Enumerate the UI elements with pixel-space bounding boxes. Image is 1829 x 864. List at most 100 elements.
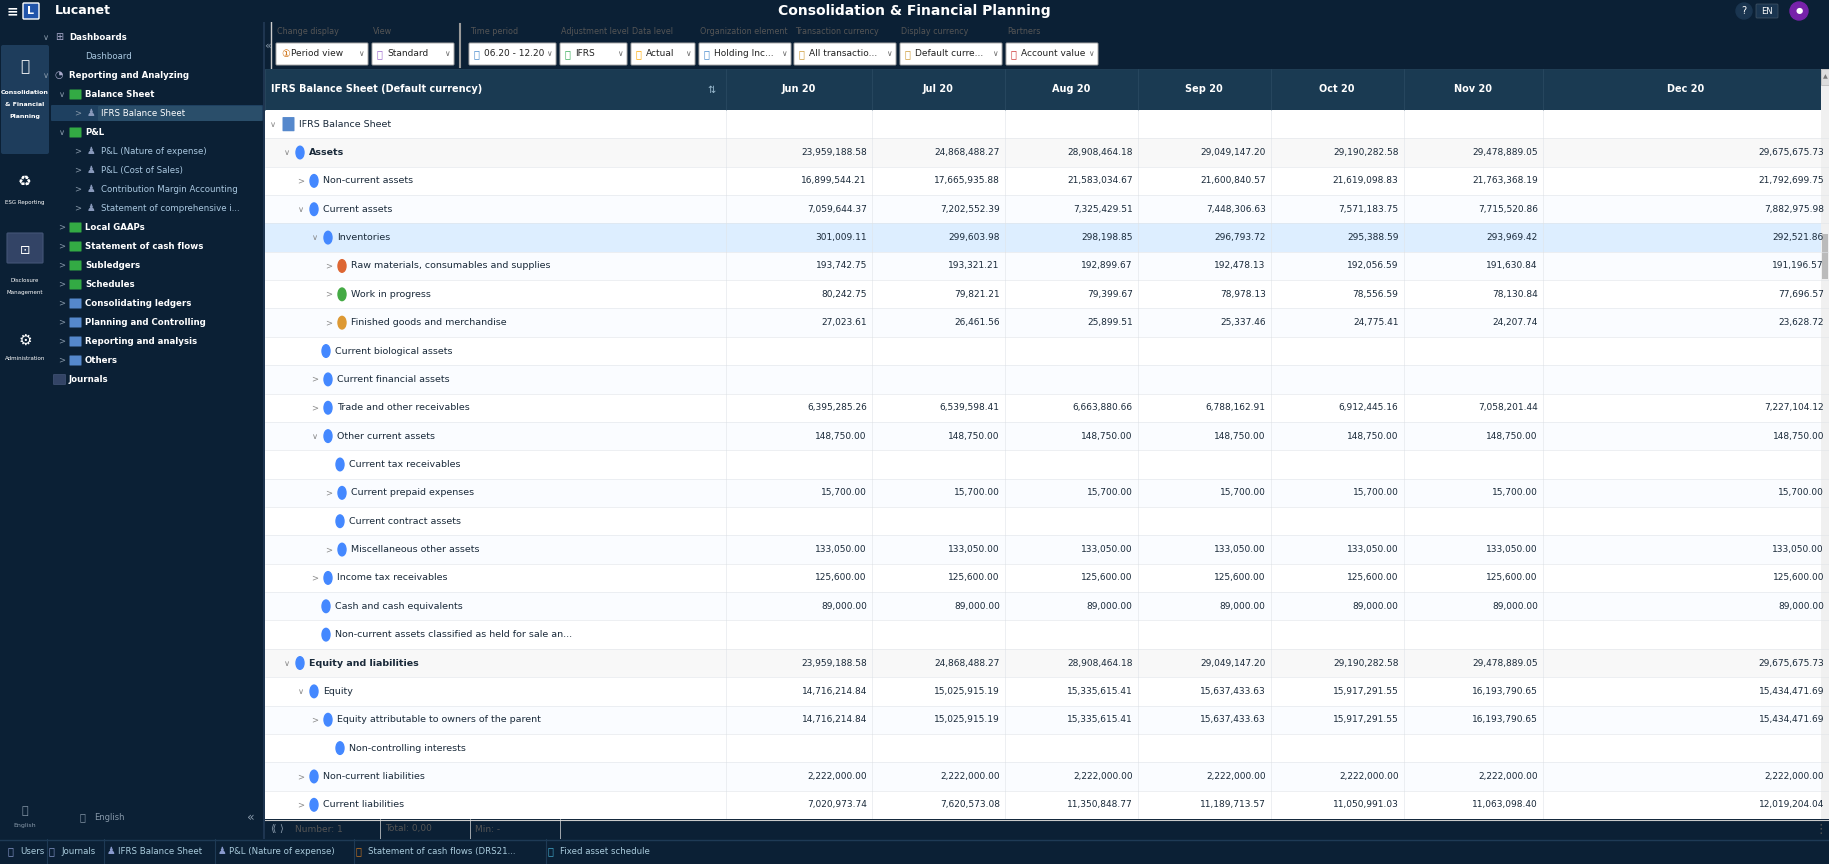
Text: EN: EN <box>1761 7 1772 16</box>
Text: 148,750.00: 148,750.00 <box>1487 432 1538 441</box>
Text: Data level: Data level <box>633 28 673 36</box>
Text: 292,521.86: 292,521.86 <box>1772 233 1824 242</box>
FancyBboxPatch shape <box>70 279 82 289</box>
Circle shape <box>324 373 333 385</box>
Text: Equity: Equity <box>324 687 353 696</box>
Bar <box>265 450 1829 479</box>
Text: ♟: ♟ <box>86 165 95 175</box>
Text: 6,788,162.91: 6,788,162.91 <box>1205 403 1266 412</box>
Circle shape <box>338 260 346 272</box>
Circle shape <box>324 714 333 726</box>
FancyBboxPatch shape <box>2 45 49 154</box>
Text: Organization element: Organization element <box>701 28 788 36</box>
Text: 25,899.51: 25,899.51 <box>1086 318 1132 327</box>
Text: 15,700.00: 15,700.00 <box>821 488 867 498</box>
Text: ∨: ∨ <box>991 49 999 59</box>
Text: 16,193,790.65: 16,193,790.65 <box>1472 687 1538 696</box>
Bar <box>1004 69 1138 110</box>
Text: Dashboards: Dashboards <box>70 33 126 41</box>
Text: >: > <box>326 545 333 554</box>
Text: ∨: ∨ <box>781 49 786 59</box>
Text: ∨: ∨ <box>887 49 893 59</box>
Text: 7,325,429.51: 7,325,429.51 <box>1074 205 1132 213</box>
FancyBboxPatch shape <box>7 233 44 263</box>
Text: Local GAAPs: Local GAAPs <box>84 223 144 232</box>
Text: 79,821.21: 79,821.21 <box>955 289 1000 299</box>
Bar <box>1822 234 1827 279</box>
Text: 148,750.00: 148,750.00 <box>1772 432 1824 441</box>
Text: Adjustment level: Adjustment level <box>562 28 629 36</box>
Text: Users: Users <box>20 847 44 856</box>
Bar <box>265 677 1829 706</box>
Text: 7,202,552.39: 7,202,552.39 <box>940 205 1000 213</box>
Text: 🌐: 🌐 <box>22 806 27 816</box>
Text: Current biological assets: Current biological assets <box>335 346 452 356</box>
Text: >: > <box>59 317 66 327</box>
Text: 15,335,615.41: 15,335,615.41 <box>1066 715 1132 724</box>
Text: 7,620,573.08: 7,620,573.08 <box>940 800 1000 810</box>
Text: >: > <box>59 223 66 232</box>
Text: Reporting and analysis: Reporting and analysis <box>84 336 198 346</box>
Text: 125,600.00: 125,600.00 <box>1348 574 1399 582</box>
Text: ▲: ▲ <box>1824 74 1827 79</box>
FancyBboxPatch shape <box>699 43 790 65</box>
Text: 11,050,991.03: 11,050,991.03 <box>1333 800 1399 810</box>
Text: Balance Sheet: Balance Sheet <box>84 90 154 98</box>
FancyBboxPatch shape <box>70 355 82 365</box>
Text: 🔴: 🔴 <box>1011 49 1017 59</box>
Text: 148,750.00: 148,750.00 <box>1081 432 1132 441</box>
Text: Reporting and Analyzing: Reporting and Analyzing <box>70 71 188 79</box>
Text: 29,675,675.73: 29,675,675.73 <box>1758 148 1824 157</box>
FancyBboxPatch shape <box>70 90 82 99</box>
Circle shape <box>322 345 329 358</box>
Text: 2,222,000.00: 2,222,000.00 <box>1765 772 1824 781</box>
Text: Consolidation: Consolidation <box>2 90 49 94</box>
Text: 21,792,699.75: 21,792,699.75 <box>1758 176 1824 186</box>
Text: ∨: ∨ <box>298 205 304 213</box>
Bar <box>265 620 1829 649</box>
Text: 21,583,034.67: 21,583,034.67 <box>1066 176 1132 186</box>
Text: 79,399.67: 79,399.67 <box>1086 289 1132 299</box>
Text: 15,025,915.19: 15,025,915.19 <box>935 715 1000 724</box>
Text: Disclosure: Disclosure <box>11 277 38 283</box>
Text: 23,959,188.58: 23,959,188.58 <box>801 148 867 157</box>
Text: Work in progress: Work in progress <box>351 289 432 299</box>
Text: 15,700.00: 15,700.00 <box>1778 488 1824 498</box>
Text: ∨: ∨ <box>42 33 49 41</box>
Text: 14,716,214.84: 14,716,214.84 <box>801 687 867 696</box>
FancyBboxPatch shape <box>276 43 368 65</box>
Circle shape <box>309 175 318 187</box>
FancyBboxPatch shape <box>70 298 82 308</box>
Text: Display currency: Display currency <box>902 28 968 36</box>
Text: ∨: ∨ <box>444 49 450 59</box>
Bar <box>265 563 1829 592</box>
Text: 16,899,544.21: 16,899,544.21 <box>801 176 867 186</box>
Text: 192,478.13: 192,478.13 <box>1214 262 1266 270</box>
Text: 148,750.00: 148,750.00 <box>1214 432 1266 441</box>
Text: 125,600.00: 125,600.00 <box>947 574 1000 582</box>
FancyBboxPatch shape <box>70 223 82 232</box>
Text: ∨: ∨ <box>42 71 49 79</box>
Text: >: > <box>326 262 333 270</box>
Text: ∨: ∨ <box>358 49 364 59</box>
Text: 15,637,433.63: 15,637,433.63 <box>1200 715 1266 724</box>
Text: 29,478,889.05: 29,478,889.05 <box>1472 658 1538 668</box>
Text: 133,050.00: 133,050.00 <box>1081 545 1132 554</box>
Text: 125,600.00: 125,600.00 <box>1487 574 1538 582</box>
Text: 15,434,471.69: 15,434,471.69 <box>1758 687 1824 696</box>
Text: Assets: Assets <box>309 148 344 157</box>
Text: 192,056.59: 192,056.59 <box>1348 262 1399 270</box>
Text: 7,715,520.86: 7,715,520.86 <box>1478 205 1538 213</box>
Bar <box>265 69 726 110</box>
FancyBboxPatch shape <box>70 317 82 327</box>
Text: 296,793.72: 296,793.72 <box>1214 233 1266 242</box>
Text: 15,025,915.19: 15,025,915.19 <box>935 687 1000 696</box>
Text: ♟: ♟ <box>86 108 95 118</box>
Text: Cash and cash equivalents: Cash and cash equivalents <box>335 602 463 611</box>
FancyBboxPatch shape <box>53 374 66 384</box>
Text: >: > <box>59 355 66 365</box>
Text: Jul 20: Jul 20 <box>924 85 953 94</box>
Text: Statement of cash flows: Statement of cash flows <box>84 242 203 251</box>
Text: 15,637,433.63: 15,637,433.63 <box>1200 687 1266 696</box>
Text: 📊: 📊 <box>549 847 554 856</box>
